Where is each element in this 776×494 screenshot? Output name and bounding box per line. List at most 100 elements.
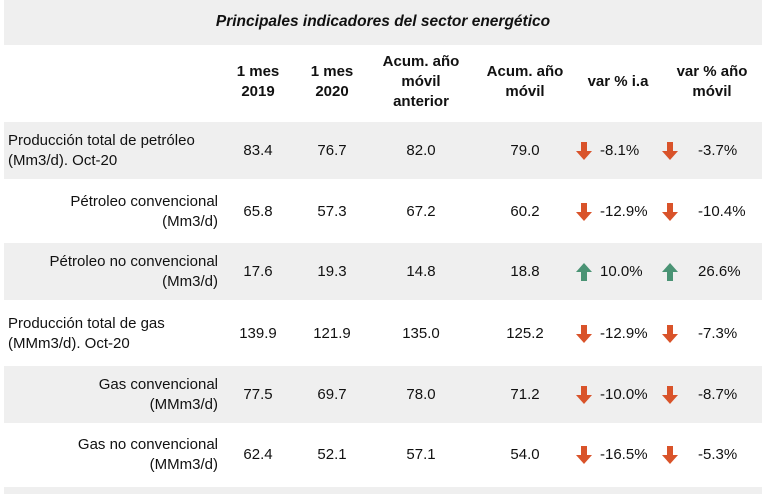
- row-label-text: Gas no convencional (MMm3/d): [78, 435, 218, 475]
- cell-acum-ant: 67.2: [406, 202, 436, 220]
- row-label-line: Gas convencional: [98, 375, 218, 393]
- cell-m2020: 19.3: [317, 262, 347, 280]
- cell-var-movil: -7.3%: [662, 305, 758, 362]
- header-line: 1 mes: [236, 63, 280, 80]
- var-ia-value: -8.1%: [600, 141, 640, 159]
- header-line: 1 mes: [310, 63, 354, 80]
- row-label-line: Pétroleo no convencional: [49, 252, 218, 270]
- var-ia-value: -12.9%: [600, 202, 648, 220]
- down-arrow-icon: [576, 141, 592, 160]
- down-arrow-icon: [576, 202, 592, 221]
- var-movil-value: -5.3%: [698, 445, 738, 463]
- cell-acum-ant: 78.0: [406, 385, 436, 403]
- cell-m2020: 121.9: [313, 324, 351, 342]
- cell-acum-ant: 135.0: [402, 324, 440, 342]
- cell-m2019: 17.6: [243, 262, 273, 280]
- row-label-text: Producción total de petróleo (Mm3/d). Oct…: [8, 131, 195, 171]
- var-ia-value: -12.9%: [600, 324, 648, 342]
- cell-var-movil: -10.4%: [662, 183, 758, 240]
- row-label: Gas no convencional (MMm3/d): [6, 426, 218, 483]
- row-label-line: (Mm3/d): [162, 272, 218, 290]
- var-movil-value: -10.4%: [698, 202, 746, 220]
- row-label: Producción total de gas (MMm3/d). Oct-20: [8, 305, 223, 362]
- cell-m2019: 62.4: [243, 445, 273, 463]
- cell-var-movil: 26.6%: [662, 243, 758, 300]
- cell-m2020: 69.7: [317, 385, 347, 403]
- header-acum: Acum. año móvil: [470, 62, 580, 102]
- cell-acum: 71.2: [510, 385, 540, 403]
- row-label-line: Pétroleo convencional: [70, 192, 218, 210]
- var-ia-value: -10.0%: [600, 385, 648, 403]
- header-line: anterior: [393, 93, 449, 110]
- row-label-line: Gas no convencional: [77, 435, 218, 453]
- var-ia-value: -16.5%: [600, 445, 648, 463]
- header-line: móvil: [505, 83, 545, 100]
- title-band: [4, 0, 762, 45]
- row-label: Gas convencional (MMm3/d): [6, 366, 218, 423]
- header-line: var % i.a: [587, 73, 649, 90]
- var-movil-value: -3.7%: [698, 141, 738, 159]
- table-title: Principales indicadores del sector energ…: [215, 13, 551, 30]
- header-line: móvil: [692, 83, 732, 100]
- row-label-text: Producción total de gas (MMm3/d). Oct-20: [8, 314, 165, 354]
- cell-acum: 60.2: [510, 202, 540, 220]
- row-label-text: Pétroleo convencional (Mm3/d): [70, 192, 218, 232]
- down-arrow-icon: [662, 141, 678, 160]
- header-line: 2020: [315, 83, 349, 100]
- down-arrow-icon: [662, 445, 678, 464]
- cell-m2020: 76.7: [317, 141, 347, 159]
- down-arrow-icon: [576, 324, 592, 343]
- row-band: [4, 243, 762, 300]
- cell-acum: 18.8: [510, 262, 540, 280]
- cell-acum-ant: 57.1: [406, 445, 436, 463]
- header-mes-2019: 1 mes 2019: [216, 62, 300, 102]
- header-mes-2020: 1 mes 2020: [290, 62, 374, 102]
- header-line: 2019: [241, 83, 275, 100]
- row-label-text: Pétroleo no convencional (Mm3/d): [50, 252, 218, 292]
- down-arrow-icon: [662, 385, 678, 404]
- var-movil-value: -7.3%: [698, 324, 738, 342]
- row-label-line: Producción total de gas: [8, 314, 165, 332]
- cell-var-ia: -8.1%: [576, 122, 666, 179]
- up-arrow-icon: [576, 262, 592, 281]
- cell-var-ia: -10.0%: [576, 366, 666, 423]
- cell-m2019: 83.4: [243, 141, 273, 159]
- row-label-line: (Mm3/d): [162, 212, 218, 230]
- row-label-line: Producción total de petróleo: [8, 131, 195, 149]
- footer-band: [4, 487, 762, 494]
- row-label: Pétroleo convencional (Mm3/d): [6, 183, 218, 240]
- header-line: var % año: [676, 63, 748, 80]
- var-ia-value: 10.0%: [600, 262, 643, 280]
- var-movil-value: 26.6%: [698, 262, 741, 280]
- cell-acum-ant: 14.8: [406, 262, 436, 280]
- down-arrow-icon: [576, 385, 592, 404]
- cell-var-ia: -16.5%: [576, 426, 666, 483]
- cell-acum: 125.2: [506, 324, 544, 342]
- cell-m2020: 52.1: [317, 445, 347, 463]
- header-var-ia: var % i.a: [566, 72, 670, 92]
- header-line: Acum. año: [486, 63, 564, 80]
- down-arrow-icon: [576, 445, 592, 464]
- row-label-line: (MMm3/d). Oct-20: [8, 334, 130, 352]
- row-label: Pétroleo no convencional (Mm3/d): [6, 243, 218, 300]
- cell-var-movil: -8.7%: [662, 366, 758, 423]
- cell-acum: 54.0: [510, 445, 540, 463]
- cell-m2019: 139.9: [239, 324, 277, 342]
- row-label-text: Gas convencional (MMm3/d): [99, 375, 218, 415]
- down-arrow-icon: [662, 202, 678, 221]
- cell-var-ia: -12.9%: [576, 183, 666, 240]
- row-label-line: (MMm3/d): [149, 395, 218, 413]
- row-label-line: (MMm3/d): [149, 455, 218, 473]
- down-arrow-icon: [662, 324, 678, 343]
- row-band: [4, 122, 762, 179]
- header-line: móvil: [401, 73, 441, 90]
- row-label-line: (Mm3/d). Oct-20: [8, 151, 118, 169]
- cell-acum: 79.0: [510, 141, 540, 159]
- cell-m2020: 57.3: [317, 202, 347, 220]
- var-movil-value: -8.7%: [698, 385, 738, 403]
- cell-var-movil: -3.7%: [662, 122, 758, 179]
- row-label: Producción total de petróleo (Mm3/d). Oct…: [8, 122, 223, 179]
- row-band: [4, 366, 762, 423]
- cell-var-ia: -12.9%: [576, 305, 666, 362]
